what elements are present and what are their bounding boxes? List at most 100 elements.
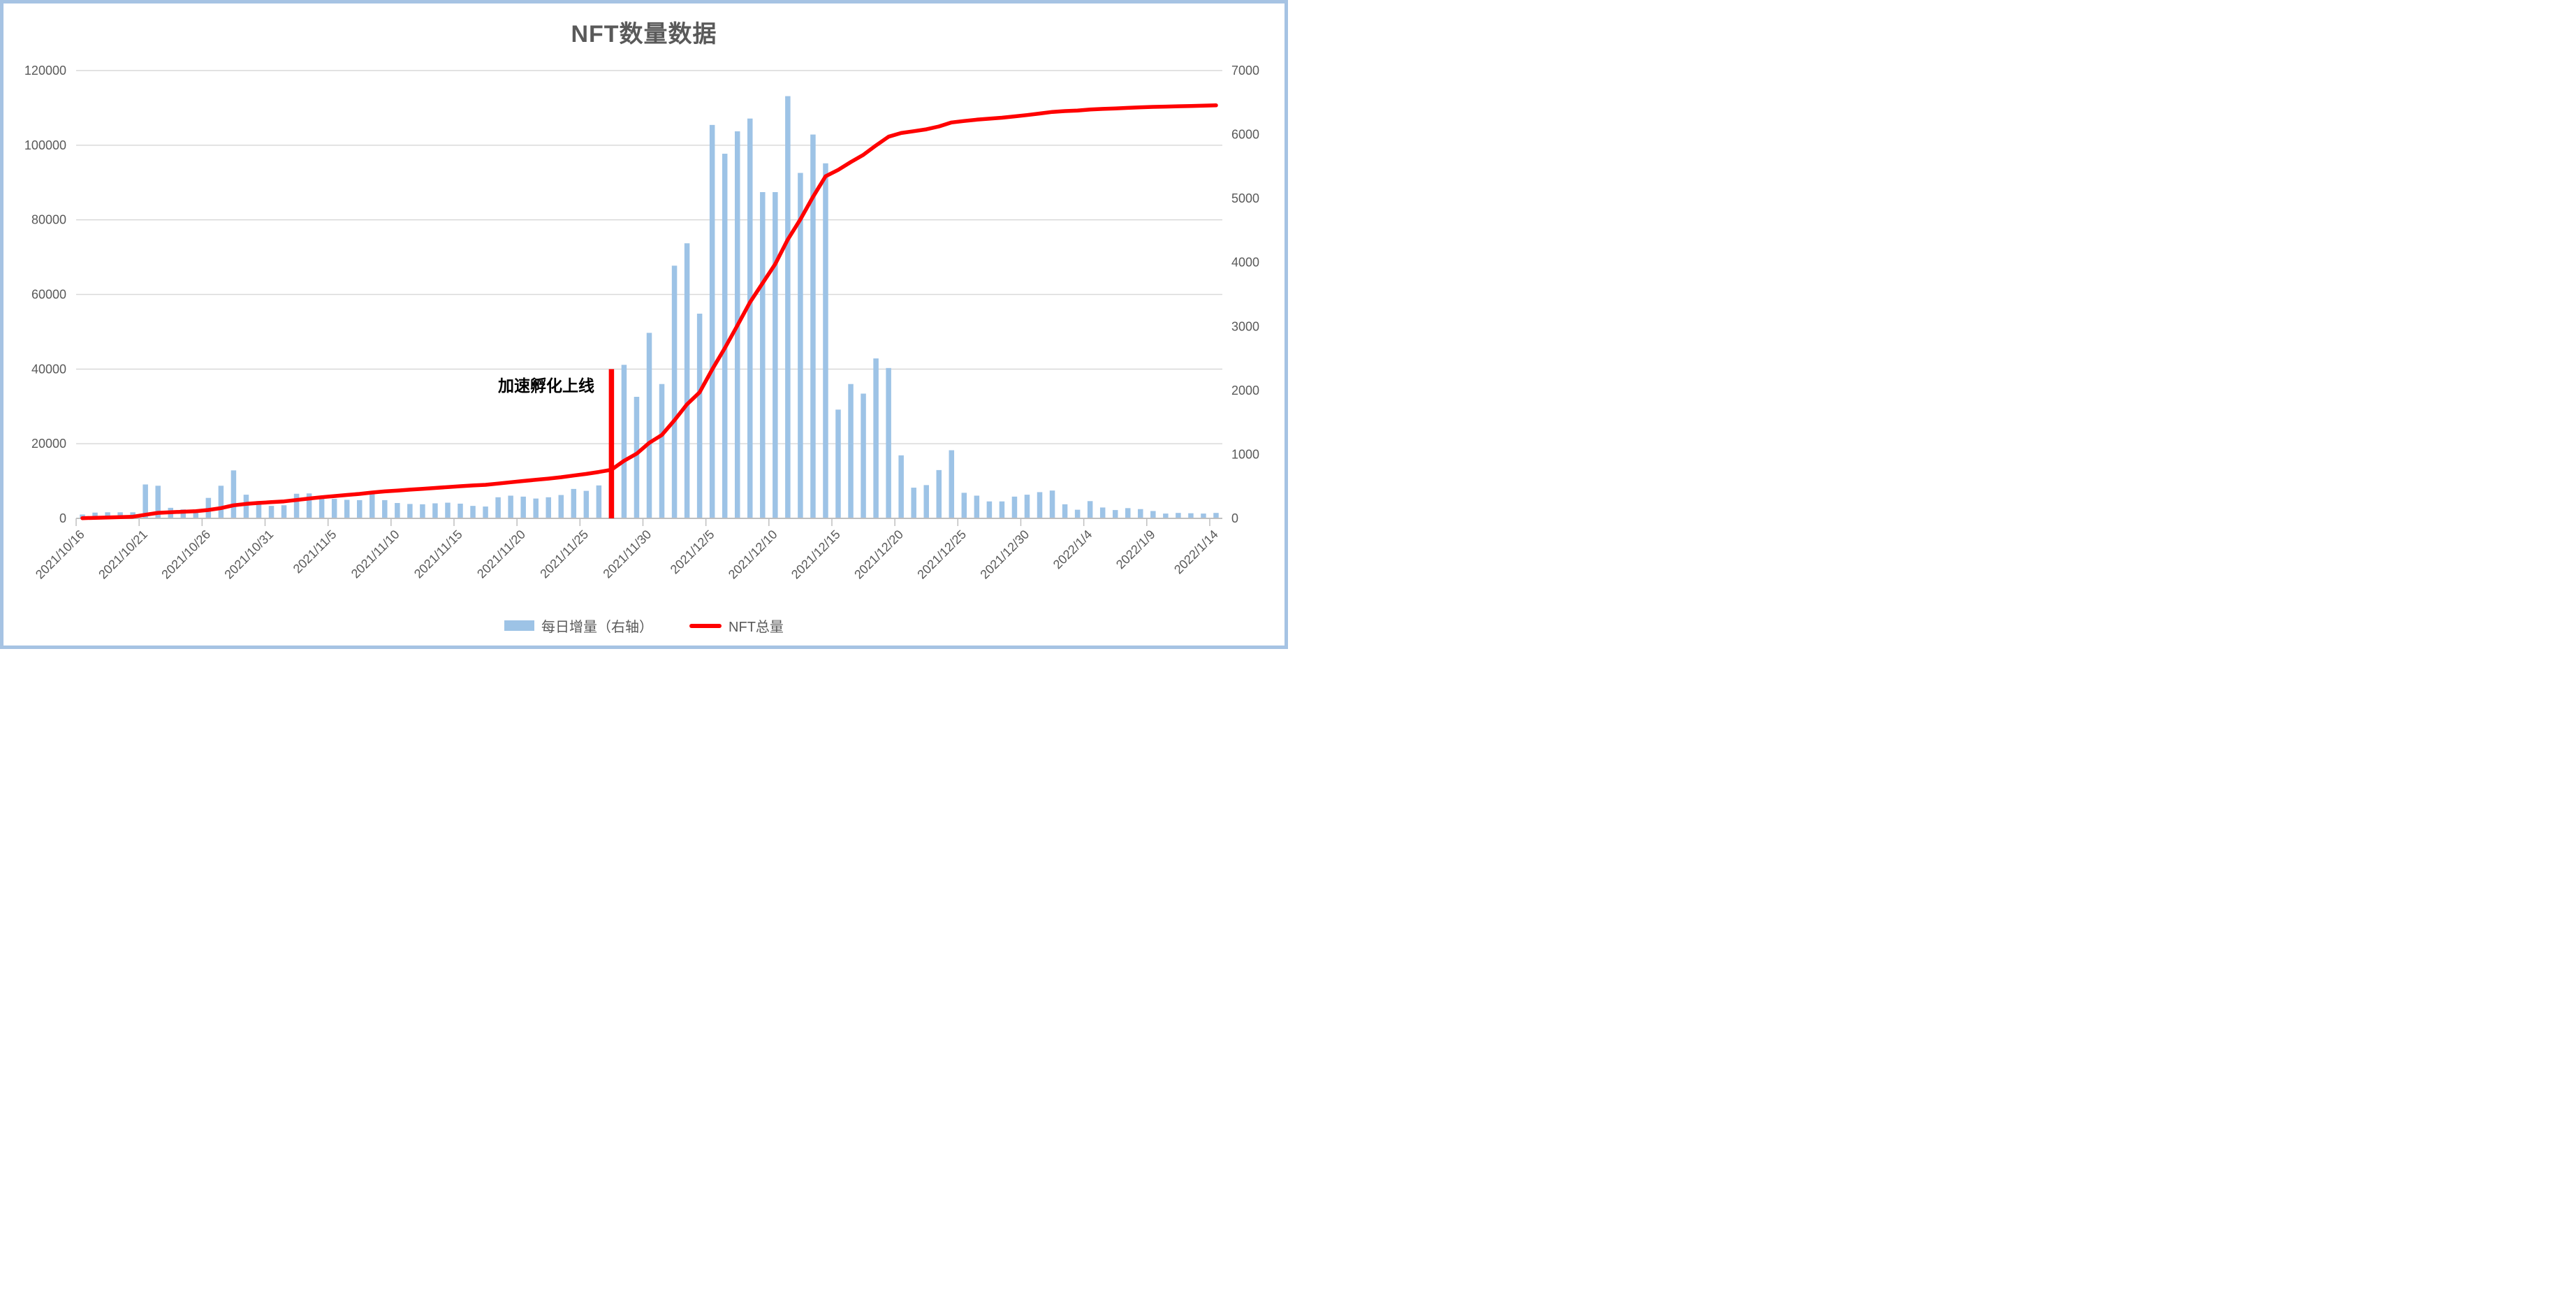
x-axis-label: 2022/1/9: [1113, 527, 1158, 572]
legend: 每日增量（右轴） NFT总量: [3, 615, 1285, 636]
bar-daily-increase: [1150, 511, 1156, 518]
bar-daily-increase: [256, 501, 262, 518]
bar-series-swatch-icon: [504, 620, 535, 631]
x-axis-label: 2021/11/20: [474, 527, 528, 581]
bar-daily-increase: [810, 134, 816, 519]
x-axis-label: 2021/12/25: [914, 527, 969, 582]
bar-daily-increase: [1112, 510, 1118, 518]
bar-daily-increase: [671, 265, 678, 518]
bar-daily-increase: [835, 409, 841, 518]
bar-daily-increase: [495, 497, 501, 518]
bar-daily-increase: [911, 488, 916, 518]
bar-daily-increase: [243, 495, 249, 518]
bar-daily-increase: [798, 173, 803, 518]
bar-daily-increase: [558, 495, 564, 518]
bar-daily-increase: [445, 502, 451, 518]
bar-daily-increase: [974, 495, 980, 518]
x-axis-label: 2021/12/20: [851, 527, 906, 582]
bar-daily-increase: [293, 493, 300, 518]
bar-daily-increase: [1037, 492, 1043, 518]
bar-daily-increase: [155, 486, 161, 518]
x-axis-label: 2021/11/15: [411, 527, 465, 581]
bar-daily-increase: [936, 469, 942, 518]
bar-daily-increase: [684, 243, 690, 518]
x-axis-label: 2021/11/30: [600, 527, 654, 581]
right-axis-tick-label: 2000: [1231, 384, 1259, 398]
x-axis-label: 2021/10/21: [96, 527, 150, 582]
bar-daily-increase: [961, 493, 967, 518]
left-axis-tick-label: 100000: [24, 138, 66, 152]
right-axis-tick-label: 6000: [1231, 128, 1259, 142]
event-annotation-label: 加速孵化上线: [498, 377, 594, 395]
bar-daily-increase: [319, 495, 325, 518]
bar-daily-increase: [773, 191, 778, 518]
bar-daily-increase: [1099, 507, 1106, 518]
bar-daily-increase: [898, 455, 904, 518]
chart-frame: 0 20000 40000 60000 80000 100000 120000 0 1000 20…: [0, 0, 1288, 649]
bar-daily-increase: [696, 313, 703, 518]
left-axis-tick-label: 120000: [24, 64, 66, 78]
legend-label-daily-increase: 每日增量（右轴）: [541, 620, 654, 635]
bar-daily-increase: [886, 367, 891, 518]
bar-daily-increase: [709, 124, 715, 519]
bar-daily-increase: [458, 503, 463, 518]
bar-daily-increase: [873, 358, 879, 518]
x-axis-label: 2022/1/4: [1051, 527, 1095, 572]
bar-daily-increase: [369, 493, 375, 518]
right-axis-tick-label: 3000: [1231, 319, 1259, 333]
bar-daily-increase: [193, 509, 199, 518]
legend-label-nft-total: NFT总量: [729, 620, 784, 635]
bar-daily-increase: [432, 503, 438, 518]
x-axis-label: 2021/10/31: [221, 527, 276, 582]
bar-daily-increase: [218, 486, 224, 518]
x-axis-label: 2021/12/30: [977, 527, 1032, 582]
bar-daily-increase: [92, 512, 98, 518]
bar-daily-increase: [356, 499, 363, 518]
bar-daily-increase: [571, 488, 577, 518]
x-axis-label: 2021/11/5: [291, 527, 339, 576]
x-axis-label: 2021/10/26: [159, 527, 213, 582]
bar-daily-increase: [1074, 509, 1081, 518]
bar-daily-increase: [621, 365, 627, 518]
bar-daily-increase: [508, 495, 513, 518]
bar-daily-increase: [634, 397, 640, 518]
bar-daily-increase: [1049, 490, 1055, 518]
bar-daily-increase: [1213, 513, 1219, 518]
bar-daily-increase: [1188, 513, 1194, 518]
bar-daily-increase: [583, 490, 590, 518]
line-series-swatch-icon: [689, 623, 722, 628]
bar-daily-increase: [395, 503, 400, 518]
bar-daily-increase: [331, 499, 337, 518]
bar-daily-increase: [1087, 501, 1093, 518]
x-axis-label: 2021/12/5: [668, 527, 717, 577]
left-axis-tick-label: 20000: [31, 437, 66, 451]
bar-daily-increase: [999, 501, 1005, 518]
bar-daily-increase: [923, 485, 929, 518]
bar-daily-increase: [105, 512, 110, 518]
x-axis-label: 2021/10/16: [33, 527, 87, 582]
bar-daily-increase: [230, 470, 237, 518]
bar-daily-increase: [1176, 513, 1181, 518]
bar-daily-increase: [747, 118, 753, 518]
bar-daily-increase: [268, 506, 275, 518]
bar-daily-increase: [306, 493, 312, 518]
right-axis-tick-label: 7000: [1231, 64, 1259, 78]
x-axis-label: 2021/12/15: [789, 527, 843, 582]
bar-daily-increase: [281, 505, 287, 518]
bar-daily-increase: [1201, 513, 1206, 518]
right-axis-tick-label: 0: [1231, 511, 1238, 525]
x-axis-label: 2021/11/10: [349, 527, 402, 581]
chart-title: NFT数量数据: [571, 21, 717, 48]
bar-daily-increase: [483, 506, 488, 518]
bar-daily-increase: [823, 163, 828, 518]
bar-daily-increase: [785, 96, 791, 519]
bar-daily-increase: [142, 484, 148, 518]
x-axis-label: 2021/11/25: [537, 527, 591, 581]
bar-daily-increase: [420, 504, 425, 518]
bar-daily-increase: [1062, 504, 1068, 518]
bar-daily-increase: [596, 485, 602, 518]
bar-daily-increase: [407, 504, 413, 518]
chart-svg: 0 20000 40000 60000 80000 100000 120000 0 1000 20…: [24, 64, 1259, 582]
left-axis-tick-label: 0: [59, 511, 66, 525]
bar-daily-increase: [949, 450, 955, 518]
